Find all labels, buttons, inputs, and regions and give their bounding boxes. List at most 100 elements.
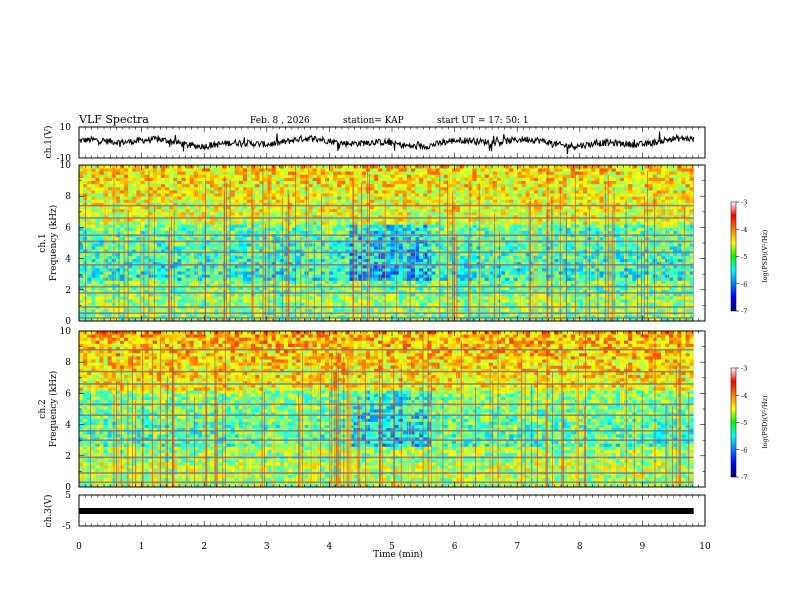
spectrogram-cell	[214, 292, 219, 297]
spectrogram-cell	[292, 171, 297, 175]
spectrogram-cell	[456, 267, 461, 272]
spectrogram-cell	[279, 189, 285, 194]
spectrogram-cell	[398, 299, 404, 303]
spectrogram-cell	[206, 165, 211, 169]
spectrogram-cell	[435, 255, 441, 259]
spectrogram-cell	[435, 186, 441, 191]
spectrogram-cell	[337, 183, 342, 188]
spectrogram-cell	[201, 224, 207, 228]
spectrogram-cell	[87, 246, 92, 250]
spectrogram-cell	[337, 280, 342, 284]
spectrogram-cell	[218, 193, 223, 197]
spectrogram-cell	[402, 205, 408, 210]
spectrogram-cell	[132, 218, 137, 222]
spectrogram-cell	[300, 236, 305, 241]
spectrogram-cell	[324, 286, 330, 291]
spectrogram-cell	[394, 186, 400, 191]
spectrogram-cell	[91, 261, 96, 266]
spectrogram-cell	[165, 202, 170, 206]
spectrogram-cell	[210, 274, 215, 278]
spectrogram-cell	[410, 264, 416, 269]
spectrogram-cell	[439, 296, 445, 300]
spectrogram-cell	[447, 193, 453, 197]
spectrogram-cell	[230, 296, 236, 300]
spectrogram-cell	[288, 274, 293, 278]
spectrogram-cell	[464, 174, 469, 178]
spectrogram-cell	[345, 180, 350, 185]
spectrogram-cell	[128, 199, 133, 203]
spectrogram-cell	[349, 183, 354, 188]
spectrogram-cell	[349, 165, 354, 169]
spectrogram-cell	[99, 171, 104, 175]
spectrogram-cell	[382, 171, 387, 175]
spectrogram-cell	[456, 189, 461, 194]
spectrogram-cell	[447, 308, 453, 313]
spectrogram-cell	[107, 264, 113, 269]
spectrogram-cell	[140, 208, 145, 213]
spectrogram-cell	[320, 171, 326, 175]
spectrogram-cell	[144, 218, 150, 222]
spectrogram-cell	[152, 227, 158, 231]
spectrogram-cell	[259, 277, 264, 281]
spectrogram-cell	[369, 180, 375, 185]
spectrogram-cell	[341, 180, 346, 185]
spectrogram-cell	[275, 277, 281, 281]
spectrogram-cell	[206, 186, 211, 191]
spectrogram-cell	[255, 296, 260, 300]
spectrogram-cell	[132, 199, 137, 203]
spectrogram-cell	[447, 196, 453, 200]
spectrogram-cell	[189, 308, 195, 313]
spectrogram-cell	[267, 289, 273, 294]
spectrogram-cell	[238, 277, 244, 281]
spectrogram-cell	[197, 186, 203, 191]
spectrogram-cell	[242, 227, 248, 231]
spectrogram-cell	[439, 249, 445, 253]
spectrogram-cell	[333, 271, 338, 275]
spectrogram-cell	[87, 218, 92, 222]
spectrogram-cell	[173, 252, 178, 256]
spectrogram-cell	[140, 193, 145, 197]
spectrogram-cell	[226, 230, 232, 235]
spectrogram-cell	[464, 267, 469, 272]
spectrogram-cell	[320, 252, 326, 256]
spectrogram-cell	[398, 267, 404, 272]
spectrogram-cell	[308, 249, 313, 253]
spectrogram-cell	[410, 308, 416, 313]
spectrogram-cell	[128, 168, 133, 172]
spectrogram-cell	[316, 224, 322, 228]
spectrogram-cell	[402, 258, 408, 263]
spectrogram-cell	[156, 236, 162, 241]
spectrogram-cell	[341, 193, 346, 197]
spectrogram-cell	[115, 317, 121, 321]
spectrogram-cell	[464, 186, 469, 191]
spectrogram-cell	[165, 218, 170, 222]
spectrogram-cell	[115, 252, 121, 256]
spectrogram-cell	[169, 171, 174, 175]
spectrogram-cell	[345, 227, 350, 231]
spectrogram-cell	[460, 224, 465, 228]
spectrogram-cell	[160, 280, 166, 284]
spectrogram-cell	[423, 211, 428, 216]
spectrogram-cell	[226, 314, 232, 319]
spectrogram-cell	[431, 211, 436, 216]
spectrogram-cell	[398, 286, 404, 291]
spectrogram-cell	[115, 299, 121, 303]
spectrogram-cell	[288, 165, 293, 169]
spectrogram-cell	[464, 258, 469, 263]
spectrogram-cell	[394, 196, 400, 200]
spectrogram-cell	[292, 177, 297, 181]
spectrogram-cell	[423, 317, 428, 321]
spectrogram-cell	[423, 283, 428, 288]
spectrogram-cell	[398, 214, 404, 219]
spectrogram-cell	[107, 261, 113, 266]
spectrogram-cell	[357, 174, 363, 178]
spectrogram-cell	[238, 246, 244, 250]
spectrogram-cell	[386, 292, 391, 297]
spectrogram-cell	[91, 230, 96, 235]
spectrogram-cell	[271, 174, 277, 178]
spectrogram-cell	[300, 174, 305, 178]
spectrogram-cell	[238, 280, 244, 284]
spectrogram-cell	[361, 264, 367, 269]
spectrogram-cell	[353, 205, 359, 210]
spectrogram-cell	[275, 177, 281, 181]
